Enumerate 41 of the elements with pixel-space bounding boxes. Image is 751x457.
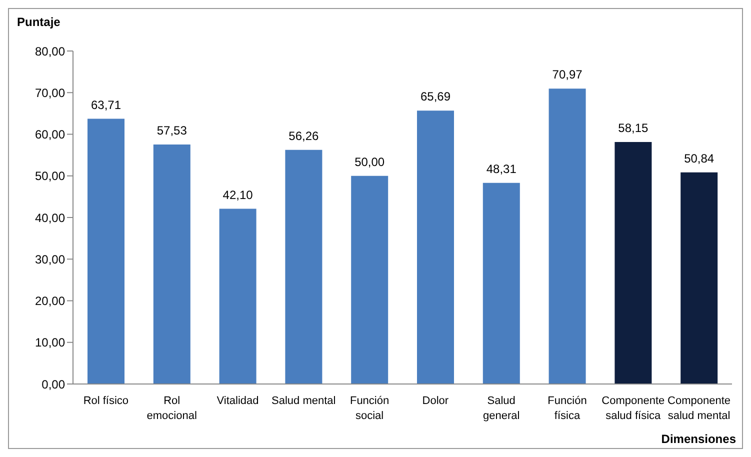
y-tick-label: 20,00 [34,294,66,308]
x-tick-label: Salud general [483,395,520,422]
bar [417,110,454,384]
y-tick-label: 10,00 [34,336,66,350]
x-tick-label: Función física [548,395,587,422]
data-label: 70,97 [552,68,583,82]
data-label: 65,69 [420,90,451,104]
x-tick-label: Componente salud mental [668,395,731,422]
y-tick-label: 60,00 [34,128,66,142]
bar [219,208,256,384]
bar [482,182,520,384]
data-label: 50,00 [354,154,385,169]
y-axis-title: Puntaje [17,15,60,29]
x-tick-label: Vitalidad [216,395,259,407]
data-label: 42,10 [222,188,254,202]
x-tick-label: Dolor [422,395,449,407]
bar [548,88,586,384]
x-tick-label: Función social [350,395,390,422]
data-label: 63,71 [90,98,122,112]
y-tick-label: 30,00 [34,252,66,266]
y-tick-label: 70,00 [34,86,66,100]
bar [614,142,652,384]
data-label: 57,53 [156,124,188,138]
bar [680,172,718,384]
data-label: 50,84 [684,151,714,166]
data-label: 56,26 [288,128,320,143]
y-tick-label: 80,00 [34,44,66,58]
x-tick-label: Salud mental [272,395,336,407]
x-tick-label: Rol físico [83,395,129,407]
x-tick-label: Componente salud física [602,395,665,422]
bar [285,150,322,384]
data-label: 58,15 [618,120,649,135]
y-tick-label: 40,00 [34,210,66,225]
x-axis-title: Dimensiones [661,432,736,446]
y-tick-label: 0,00 [42,377,66,392]
bar [351,176,388,384]
x-tick-label: Rol emocional [146,395,197,422]
y-tick-label: 50,00 [34,169,66,184]
data-label: 48,31 [486,162,517,176]
bar [88,118,124,384]
bar [153,144,190,384]
